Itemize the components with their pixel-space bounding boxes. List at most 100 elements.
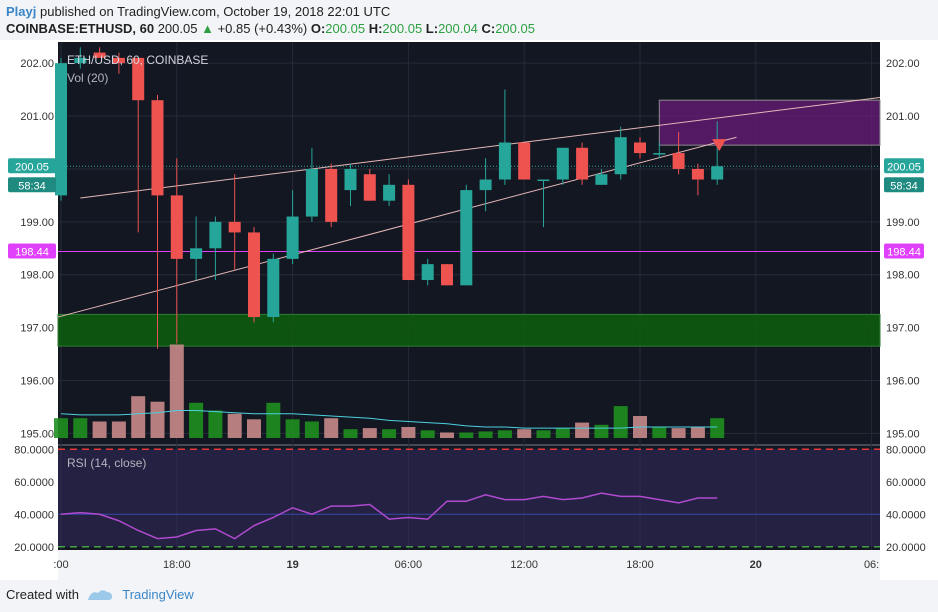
volume-bar <box>575 422 590 438</box>
countdown-tag-right-bg <box>884 177 924 193</box>
low-value: 200.04 <box>438 21 478 36</box>
volume-bar <box>382 429 397 438</box>
volume-bar <box>189 402 204 438</box>
price-tick-label-right: 199.00 <box>886 217 920 229</box>
candle-body <box>190 248 203 259</box>
rsi-tick-label-right: 20.0000 <box>886 542 926 554</box>
publish-line: Playj published on TradingView.com, Octo… <box>6 4 390 19</box>
rsi-title: RSI (14, close) <box>67 456 146 470</box>
rsi-line <box>60 492 718 540</box>
price-tick-label-left: 195.00 <box>20 428 54 440</box>
username-link[interactable]: Playj <box>6 4 37 19</box>
price-tick-label-right: 195.00 <box>886 428 920 440</box>
candle-body <box>556 147 569 180</box>
countdown-tag-left: 58:34 <box>18 180 46 192</box>
candle-body <box>460 190 473 286</box>
time-tick-label: 18:00 <box>626 559 654 571</box>
price-tick-label-left: 201.00 <box>20 111 54 123</box>
price-tick-label-right: 198.00 <box>886 270 920 282</box>
volume-bar <box>362 428 377 438</box>
candle-body <box>672 153 685 169</box>
rsi-tick-label-left: 60.0000 <box>14 477 54 489</box>
created-with-label: Created with <box>6 587 79 602</box>
candle-body <box>305 168 318 217</box>
close-label: C: <box>481 21 496 36</box>
price-tick-label-left: 196.00 <box>20 376 54 388</box>
volume-bar <box>227 413 242 438</box>
price-tick-label-right: 202.00 <box>886 58 920 70</box>
candle-body <box>267 258 280 318</box>
ohlc-line: COINBASE:ETHUSD, 60 200.05 ▲ +0.85 (+0.4… <box>6 21 535 36</box>
candle-body <box>498 142 511 180</box>
high-label: H: <box>368 21 383 36</box>
candle-body <box>691 168 704 180</box>
candle-body <box>441 264 453 286</box>
volume-bar <box>671 428 686 438</box>
time-tick-label: :00 <box>53 559 68 571</box>
candle-body <box>170 195 183 259</box>
volume-bar <box>401 427 416 438</box>
rsi-tick-label-right: 60.0000 <box>886 477 926 489</box>
volume-bar <box>266 402 281 438</box>
price-tick-label-left: 197.00 <box>20 323 54 335</box>
volume-bar <box>594 424 609 438</box>
candle-body <box>228 221 241 233</box>
candle-body <box>595 174 608 185</box>
candle-body <box>634 142 646 154</box>
volume-bar <box>517 429 532 438</box>
volume-bar <box>536 430 551 438</box>
volume-bar <box>343 429 358 438</box>
last-price-tag-right: 200.05 <box>887 161 921 173</box>
volume-bar <box>150 401 165 438</box>
volume-bar <box>555 428 570 438</box>
level-tag-left: 198.44 <box>15 246 49 258</box>
candle-body <box>286 216 299 259</box>
published-text: published on TradingView.com, October 19… <box>39 4 391 19</box>
volume-bar <box>690 427 705 438</box>
candle-body <box>55 63 67 196</box>
open-label: O: <box>310 21 326 36</box>
last-price: 200.05 <box>157 21 198 36</box>
candle-body <box>93 52 106 58</box>
volume-bar <box>613 406 628 438</box>
time-tick-label: 19 <box>286 559 298 571</box>
time-tick-label: 20 <box>750 559 762 571</box>
volume-bar <box>478 431 493 438</box>
volume-bar <box>92 421 107 438</box>
rsi-tick-label-left: 80.0000 <box>14 444 54 456</box>
chart-area[interactable]: 202.00202.00201.00201.00200.00200.00199.… <box>0 40 938 580</box>
candle-body <box>112 57 125 64</box>
low-label: L: <box>425 21 439 36</box>
price-tick-label-left: 198.00 <box>20 270 54 282</box>
volume-bar <box>111 421 126 438</box>
level-tag-left-bg <box>8 243 56 259</box>
volume-bar <box>208 410 223 438</box>
candle-body <box>653 153 666 155</box>
rsi-tick-label-left: 40.0000 <box>14 509 54 521</box>
candle-body <box>132 57 145 101</box>
last-price-tag-left-bg <box>8 158 56 174</box>
last-price-tag-right-bg <box>884 158 924 174</box>
countdown-tag-right: 58:34 <box>890 180 918 192</box>
price-tick-label-left: 202.00 <box>20 58 54 70</box>
candle-body <box>325 168 338 222</box>
price-tick-label-right: 196.00 <box>886 376 920 388</box>
rsi-tick-label-right: 80.0000 <box>886 444 926 456</box>
candle-body <box>711 166 724 180</box>
close-value: 200.05 <box>495 21 535 36</box>
candle-body <box>402 184 415 281</box>
level-tag-right-bg <box>884 243 924 259</box>
volume-bar <box>324 418 339 438</box>
volume-bar <box>710 418 725 438</box>
candle-body <box>209 221 222 249</box>
candle-body <box>363 174 376 201</box>
footer: Created with TradingView <box>6 587 194 602</box>
support-zone <box>57 313 881 347</box>
candle-body <box>614 137 627 175</box>
candle-body <box>537 179 550 182</box>
rsi-tick-label-left: 20.0000 <box>14 542 54 554</box>
volume-bar <box>304 421 319 438</box>
candle-body <box>383 184 396 201</box>
tradingview-link[interactable]: TradingView <box>122 587 194 602</box>
chart-title: ETH/USD, 60, COINBASE <box>67 53 208 67</box>
